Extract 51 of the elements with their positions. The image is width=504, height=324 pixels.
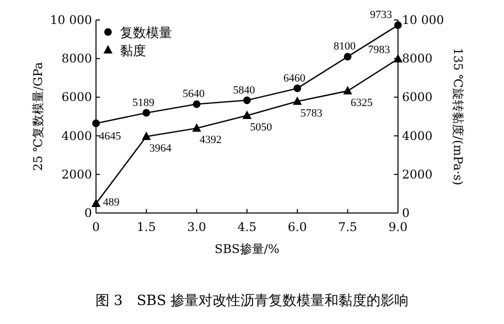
y2-tick-label: 6000 [402, 90, 433, 104]
y-tick-label: 8000 [61, 52, 92, 66]
text: 图 3 SBS 掺量对改性沥青复数模量和黏度的影响 [95, 293, 409, 309]
point [192, 100, 200, 108]
legend-label: 黏度 [120, 43, 146, 59]
data-label: 5640 [182, 88, 206, 100]
data-label: 4645 [99, 130, 122, 142]
data-label: 5189 [132, 96, 155, 109]
x-tick-label: 7.5 [338, 220, 358, 234]
data-label: 6460 [283, 72, 306, 84]
data-label: 9733 [370, 9, 392, 22]
point [294, 84, 302, 92]
y2-tick-label: 4000 [402, 128, 433, 143]
data-label: 3964 [149, 142, 172, 154]
x-axis-title: SBS掺量/% [214, 242, 280, 256]
point [292, 96, 302, 105]
point [192, 123, 202, 132]
point [394, 54, 402, 62]
x-tick-label: 9.0 [388, 220, 408, 234]
y2-tick-label: 2000 [402, 167, 433, 182]
data-label: 4392 [200, 134, 222, 146]
y-tick-label: 10 000 [50, 13, 92, 27]
y2-tick-label: 10 000 [402, 13, 444, 27]
data-label: 6325 [350, 96, 374, 109]
point [243, 96, 251, 104]
x-tick-label: 4.5 [237, 220, 257, 234]
x-tick-label: 3.0 [187, 220, 206, 234]
point [92, 198, 100, 208]
y2-axis-title: 135 ℃旋转黏度/(mPa·s) [451, 48, 465, 186]
y-axis-title: 25 ℃复数模量/GPa [31, 62, 45, 171]
point [142, 131, 151, 140]
y2-tick-label: 8000 [402, 52, 433, 66]
data-label: 7983 [368, 44, 390, 56]
data-label: 8100 [334, 40, 356, 53]
y-tick-label: 6000 [61, 90, 92, 104]
data-label: 5050 [250, 122, 272, 134]
legend-label: 复数模量 [120, 26, 172, 41]
point [142, 109, 150, 117]
y-tick-label: 2000 [61, 167, 92, 182]
x-tick-label: 6.0 [288, 220, 307, 234]
point [343, 86, 352, 94]
point [344, 52, 352, 60]
data-label: 489 [103, 196, 120, 209]
y-tick-label: 4000 [61, 128, 92, 143]
y2-tick-label: 0 [402, 206, 410, 220]
x-tick-label: 1.5 [136, 220, 156, 234]
data-label: 5840 [233, 84, 256, 96]
point [92, 120, 100, 128]
data-label: 5783 [300, 107, 323, 120]
point [242, 110, 252, 120]
y-tick-label: 0 [84, 206, 92, 220]
